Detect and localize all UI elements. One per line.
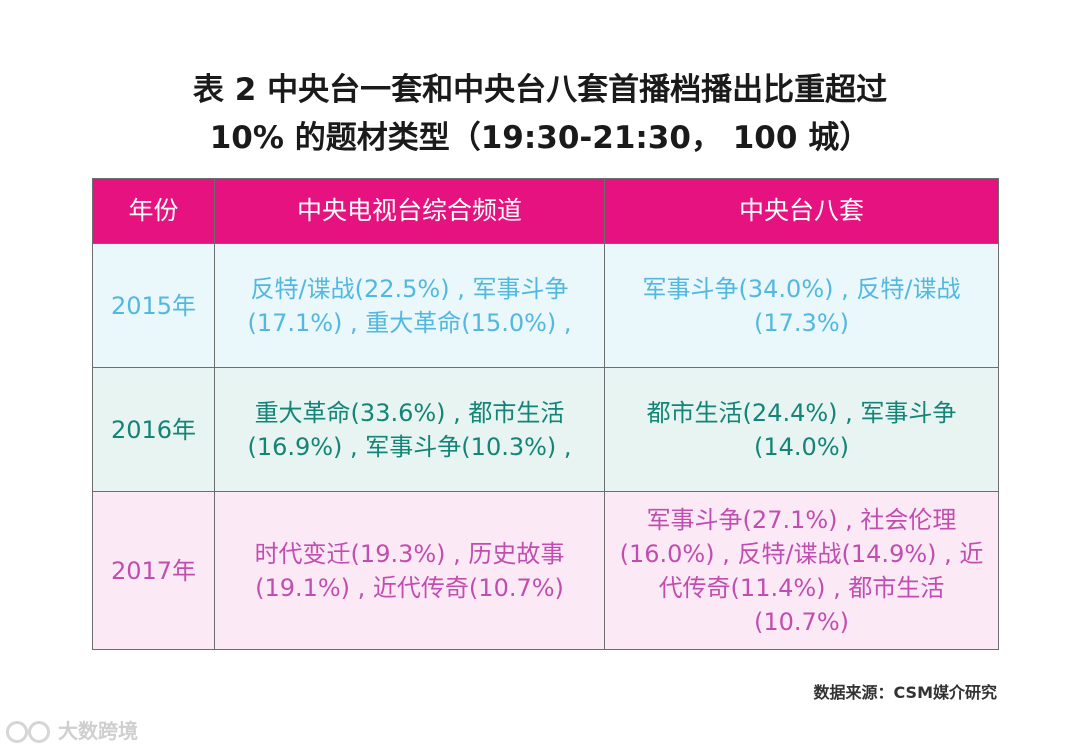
cctv1-cell: 时代变迁(19.3%) , 历史故事(19.1%) , 近代传奇(10.7%) xyxy=(214,491,605,650)
table-row: 2017年 时代变迁(19.3%) , 历史故事(19.1%) , 近代传奇(1… xyxy=(92,491,999,650)
year-cell: 2015年 xyxy=(92,243,215,368)
cctv8-cell: 都市生活(24.4%) , 军事斗争(14.0%) xyxy=(604,367,999,492)
title-line-2: 10% 的题材类型（19:30-21:30， 100 城） xyxy=(209,120,871,156)
table-row: 2016年 重大革命(33.6%) , 都市生活(16.9%) , 军事斗争(1… xyxy=(92,367,999,492)
table-row: 2015年 反特/谍战(22.5%) , 军事斗争(17.1%) , 重大革命(… xyxy=(92,243,999,368)
cctv8-cell: 军事斗争(27.1%) , 社会伦理(16.0%) , 反特/谍战(14.9%)… xyxy=(604,491,999,650)
year-cell: 2016年 xyxy=(92,367,215,492)
year-cell: 2017年 xyxy=(92,491,215,650)
cctv8-cell: 军事斗争(34.0%) , 反特/谍战(17.3%) xyxy=(604,243,999,368)
watermark-logo-icon xyxy=(6,719,52,743)
header-cctv8: 中央台八套 xyxy=(604,178,999,244)
table-title: 表 2 中央台一套和中央台八套首播档播出比重超过 10% 的题材类型（19:30… xyxy=(0,66,1080,162)
cctv1-cell: 重大革命(33.6%) , 都市生活(16.9%) , 军事斗争(10.3%) … xyxy=(214,367,605,492)
header-row: 年份 中央电视台综合频道 中央台八套 xyxy=(92,178,999,244)
header-year: 年份 xyxy=(92,178,215,244)
watermark-text: 大数跨境 xyxy=(58,719,138,743)
title-line-1: 表 2 中央台一套和中央台八套首播档播出比重超过 xyxy=(192,72,888,108)
genre-share-table: 年份 中央电视台综合频道 中央台八套 2015年 反特/谍战(22.5%) , … xyxy=(92,178,999,650)
header-cctv1: 中央电视台综合频道 xyxy=(214,178,605,244)
watermark: 大数跨境 xyxy=(6,715,138,744)
data-source-note: 数据来源：CSM媒介研究 xyxy=(813,683,998,702)
cctv1-cell: 反特/谍战(22.5%) , 军事斗争(17.1%) , 重大革命(15.0%)… xyxy=(214,243,605,368)
